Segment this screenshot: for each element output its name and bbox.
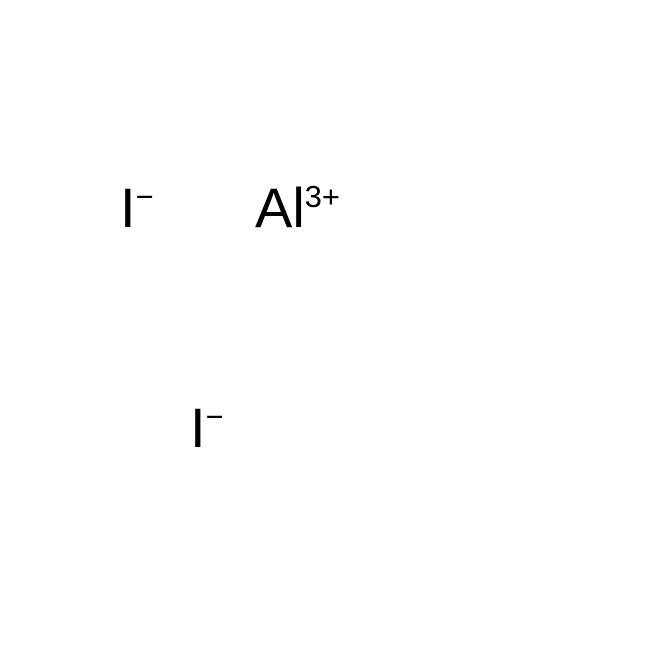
element-symbol: Al — [255, 176, 305, 239]
element-symbol: I — [120, 176, 136, 239]
aluminum-ion: Al3+ — [255, 175, 340, 240]
charge-label: 3+ — [305, 179, 340, 214]
iodide-ion-2: I− — [190, 395, 224, 460]
iodide-ion-1: I− — [120, 175, 154, 240]
charge-label: − — [136, 179, 154, 214]
element-symbol: I — [190, 396, 206, 459]
charge-label: − — [206, 399, 224, 434]
